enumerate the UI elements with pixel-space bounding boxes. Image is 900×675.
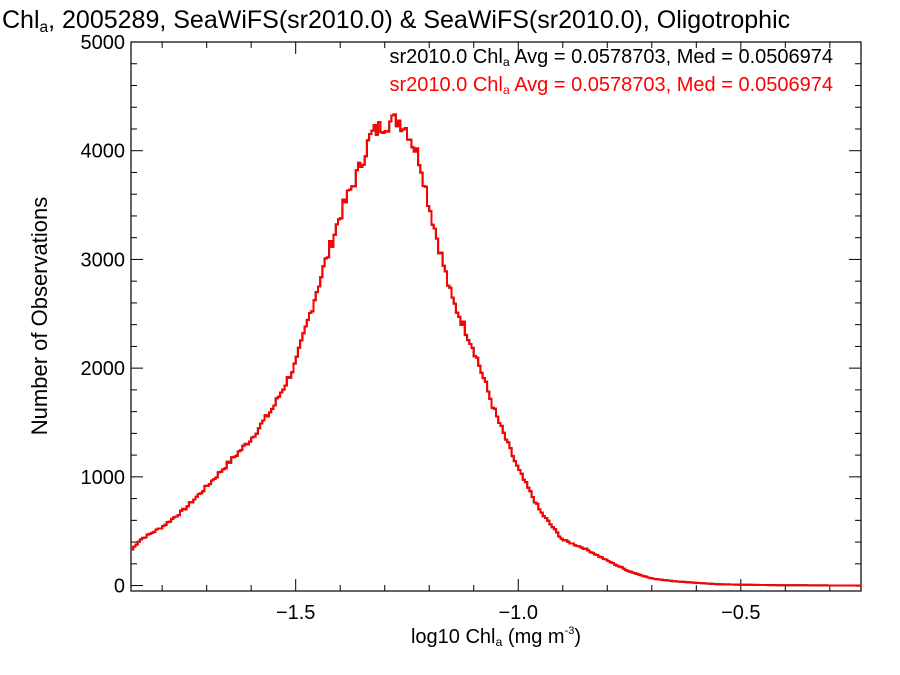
y-axis-label: Number of Observations bbox=[27, 196, 52, 436]
plot-frame bbox=[130, 41, 862, 592]
y-tick-label: 0 bbox=[114, 576, 125, 598]
histogram-series-red bbox=[131, 113, 861, 587]
x-tick-label: −1.5 bbox=[276, 602, 315, 624]
histogram-series-black bbox=[131, 113, 861, 587]
y-tick-label: 3000 bbox=[81, 249, 126, 271]
x-axis-label: log10 Chla (mg m-3) bbox=[410, 625, 582, 649]
x-tick-label: −0.5 bbox=[721, 602, 760, 624]
legend-entry-black: sr2010.0 Chla Avg = 0.0578703, Med = 0.0… bbox=[389, 46, 833, 70]
y-tick-label: 4000 bbox=[81, 141, 126, 163]
legend-entry-red: sr2010.0 Chla Avg = 0.0578703, Med = 0.0… bbox=[389, 74, 833, 98]
y-tick-label: 1000 bbox=[81, 467, 126, 489]
chart-title: Chla, 2005289, SeaWiFS(sr2010.0) & SeaWi… bbox=[2, 6, 791, 36]
y-tick-label: 2000 bbox=[81, 358, 126, 380]
x-tick-label: −1.0 bbox=[499, 602, 538, 624]
y-tick-label: 5000 bbox=[81, 32, 126, 54]
series-layer bbox=[131, 113, 861, 587]
axis-ticks: 0 1000 2000 3000 4000 5000 −1.5 −1.0 −0.5 bbox=[81, 32, 861, 624]
